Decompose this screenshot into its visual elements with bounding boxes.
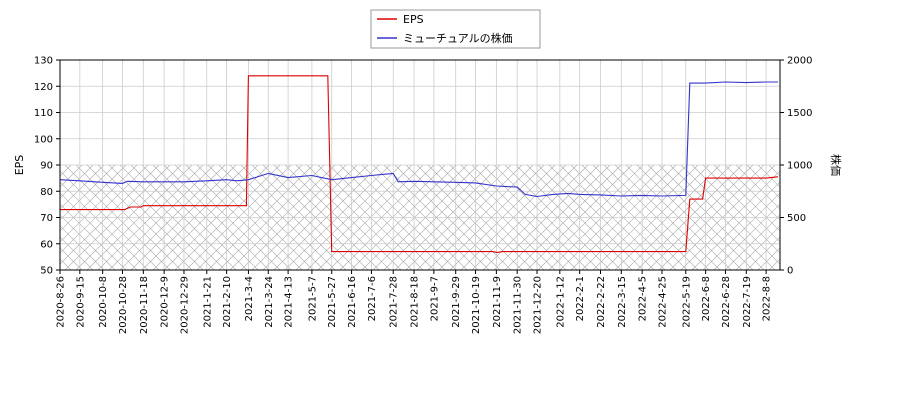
x-tick-label: 2020-12-29 xyxy=(179,276,190,334)
y-left-tick-label: 120 xyxy=(34,82,53,93)
legend-label-price: ミューチュアルの株価 xyxy=(403,31,513,45)
x-axis: 2020-8-26 2020-9-15 2020-10-8 2020-10-28 202… xyxy=(56,270,773,334)
x-tick-label: 2022-6-8 xyxy=(701,276,712,321)
y-left-tick-label: 70 xyxy=(40,213,53,224)
hatch-line xyxy=(791,165,896,270)
x-tick-label: 2020-10-8 xyxy=(98,276,109,328)
x-tick-label: 2021-10-19 xyxy=(471,276,482,334)
hatch-line xyxy=(802,165,900,270)
hatch-line xyxy=(846,165,900,270)
y-axis-right-title: 株価 xyxy=(829,154,843,176)
x-tick-label: 2021-1-21 xyxy=(202,276,213,328)
hatch-line xyxy=(60,165,94,199)
x-tick-label: 2022-5-19 xyxy=(681,276,692,328)
x-tick-label: 2022-4-5 xyxy=(638,276,649,321)
right-axis: 0 500 1000 1500 2000 xyxy=(780,56,812,277)
legend: EPS ミューチュアルの株価 xyxy=(370,9,541,49)
hatch-line xyxy=(746,236,780,270)
x-tick-label: 2022-2-1 xyxy=(575,276,586,321)
hatch-line xyxy=(835,165,900,270)
x-tick-label: 2020-9-15 xyxy=(75,276,86,328)
hatch-line xyxy=(824,165,900,270)
x-tick-label: 2021-3-4 xyxy=(244,276,255,321)
series-price-line xyxy=(59,81,778,198)
hatch-line xyxy=(879,165,900,270)
hatch-line xyxy=(846,165,900,270)
y-right-tick-label: 0 xyxy=(787,266,793,277)
legend-label-eps: EPS xyxy=(403,13,424,26)
grid xyxy=(59,59,780,271)
x-tick-label: 2021-8-18 xyxy=(410,276,421,328)
y-left-tick-label: 110 xyxy=(34,108,53,119)
hatch-line xyxy=(735,225,780,270)
x-tick-label: 2021-5-7 xyxy=(307,276,318,321)
hatch-line xyxy=(768,258,780,270)
x-tick-label: 2020-12-9 xyxy=(160,276,171,328)
y-left-tick-label: 130 xyxy=(34,56,53,67)
x-tick-label: 2021-11-30 xyxy=(513,276,524,334)
x-tick-label: 2021-7-28 xyxy=(389,276,400,328)
x-tick-label: 2022-7-19 xyxy=(742,276,753,328)
hatch-line xyxy=(824,165,900,270)
y-left-tick-label: 80 xyxy=(40,187,53,198)
hatch-line xyxy=(746,165,780,199)
hatch-line xyxy=(757,247,780,270)
x-tick-label: 2020-10-28 xyxy=(118,276,129,334)
y-left-tick-label: 90 xyxy=(40,161,53,172)
y-left-tick-label: 50 xyxy=(40,266,53,277)
hatch-line xyxy=(868,165,900,270)
y-left-tick-label: 100 xyxy=(34,134,53,145)
hatch-line xyxy=(757,165,780,188)
hatch-line xyxy=(802,165,900,270)
hatch-line xyxy=(791,165,896,270)
hatch-line xyxy=(60,165,83,188)
x-tick-label: 2020-8-26 xyxy=(56,276,67,328)
x-tick-label: 2022-6-28 xyxy=(721,276,732,328)
hatch-line xyxy=(879,165,900,270)
y-right-tick-label: 1000 xyxy=(787,161,812,172)
x-tick-label: 2021-11-9 xyxy=(492,276,503,328)
left-axis: 50 60 70 80 90 100 110 120 130 xyxy=(34,56,60,277)
x-tick-label: 2022-2-22 xyxy=(596,276,607,328)
x-tick-label: 2021-3-24 xyxy=(264,276,275,328)
hatch-line xyxy=(868,165,900,270)
y-left-tick-label: 60 xyxy=(40,239,53,250)
x-tick-label: 2022-4-25 xyxy=(657,276,668,328)
hatch-line xyxy=(60,236,94,270)
hatch-line xyxy=(813,165,900,270)
x-tick-label: 2022-1-12 xyxy=(555,276,566,328)
hatch-line xyxy=(835,165,900,270)
y-right-tick-label: 2000 xyxy=(787,56,812,67)
x-tick-label: 2021-2-10 xyxy=(222,276,233,328)
hatch-line xyxy=(768,165,780,177)
y-axis-left-title: EPS xyxy=(13,155,26,176)
hatch-line xyxy=(60,247,83,270)
x-tick-label: 2022-3-15 xyxy=(617,276,628,328)
y-right-tick-label: 500 xyxy=(787,213,806,224)
x-tick-label: 2021-4-13 xyxy=(284,276,295,328)
series-layer xyxy=(59,75,779,253)
x-tick-label: 2020-11-18 xyxy=(139,276,150,334)
legend-box xyxy=(370,9,541,49)
series-eps-line xyxy=(60,75,779,253)
x-tick-label: 2021-12-20 xyxy=(533,276,544,334)
hatch-line xyxy=(857,165,900,270)
hatch-line xyxy=(735,165,780,210)
x-tick-label: 2021-9-7 xyxy=(429,276,440,321)
x-tick-label: 2021-7-6 xyxy=(367,276,378,321)
y-right-tick-label: 1500 xyxy=(787,108,812,119)
hatch-line xyxy=(60,225,105,270)
x-tick-label: 2021-6-16 xyxy=(347,276,358,328)
hatch-line xyxy=(857,165,900,270)
hatch-line xyxy=(813,165,900,270)
x-tick-label: 2021-5-27 xyxy=(327,276,338,328)
x-tick-label: 2021-9-29 xyxy=(451,276,462,328)
hatch-line xyxy=(60,165,105,210)
x-tick-label: 2022-8-8 xyxy=(762,276,773,321)
